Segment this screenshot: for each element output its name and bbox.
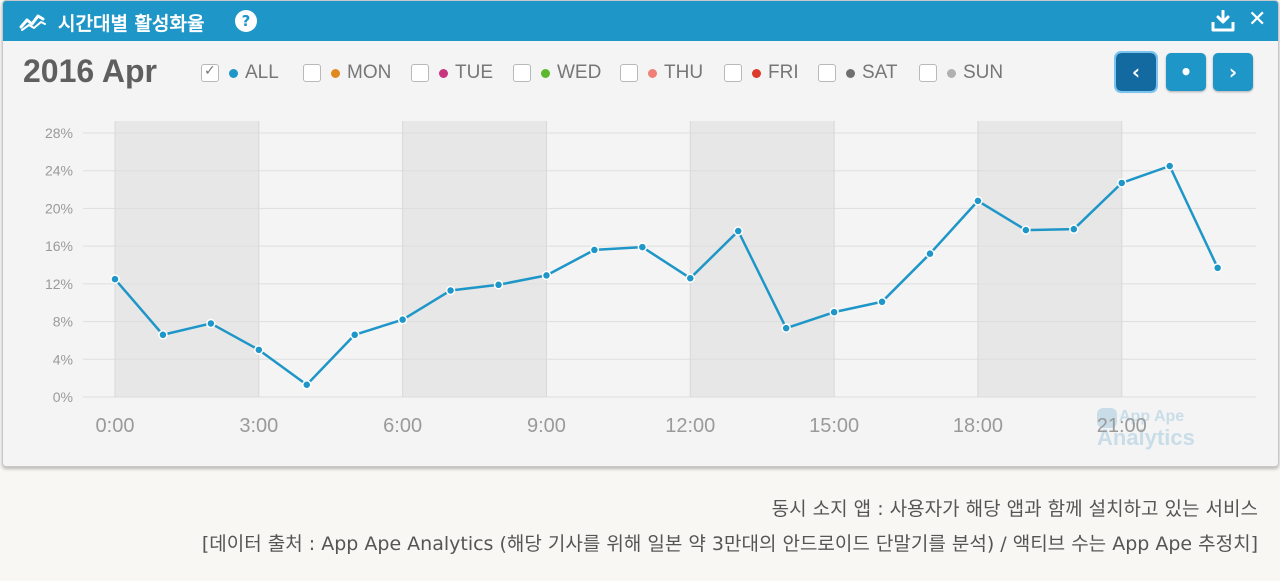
- checkbox[interactable]: ✓: [201, 63, 219, 82]
- data-point: [733, 226, 743, 236]
- y-tick-label: 20%: [45, 200, 73, 216]
- background-band: [690, 121, 835, 397]
- data-point: [254, 345, 264, 355]
- data-point: [206, 318, 216, 329]
- series-color-dot: [331, 68, 340, 78]
- legend-label: SAT: [862, 62, 898, 83]
- check-icon: ✓: [204, 63, 216, 79]
- data-point: [1069, 224, 1079, 234]
- legend-item-tue[interactable]: TUE: [411, 61, 493, 85]
- page-title: 시간대별 활성화율: [58, 13, 205, 35]
- checkbox[interactable]: [818, 64, 836, 82]
- caption-line2: [데이터 출처 : App Ape Analytics (해당 기사를 위해 일…: [201, 533, 1258, 555]
- y-tick-label: 4%: [53, 351, 73, 367]
- data-point: [541, 270, 552, 281]
- legend-label: ALL: [245, 62, 279, 83]
- data-point: [1212, 263, 1223, 273]
- data-point: [302, 379, 312, 390]
- chevron-right-icon: ›: [1228, 60, 1238, 84]
- chevron-left-icon: ‹: [1131, 60, 1141, 84]
- chart-panel: 시간대별 활성화율 ? ✕ 2016 Apr ✓ ALL MON TUE WED…: [2, 0, 1279, 467]
- y-tick-label: 28%: [45, 125, 73, 141]
- data-point: [925, 248, 935, 259]
- y-tick-label: 0%: [53, 389, 73, 405]
- legend-item-fri[interactable]: FRI: [724, 61, 799, 85]
- checkbox[interactable]: [919, 64, 937, 82]
- y-tick-label: 8%: [53, 314, 73, 330]
- data-point: [1117, 178, 1127, 188]
- x-tick-label: 0:00: [96, 415, 135, 437]
- y-tick-label: 12%: [45, 276, 73, 292]
- help-icon[interactable]: ?: [235, 10, 257, 32]
- y-tick-label: 16%: [45, 238, 73, 254]
- series-color-dot: [947, 68, 956, 78]
- close-icon[interactable]: ✕: [1248, 7, 1267, 32]
- series-color-dot: [439, 68, 448, 78]
- title-bar: 시간대별 활성화율 ? ✕: [3, 1, 1278, 41]
- app-ape-logo-icon: [1097, 408, 1117, 428]
- checkbox[interactable]: [724, 64, 742, 82]
- data-point: [829, 307, 839, 317]
- data-point: [397, 314, 408, 325]
- series-color-dot: [229, 68, 238, 78]
- current-month-button[interactable]: •: [1166, 53, 1206, 91]
- x-tick-label: 21:00: [1097, 415, 1147, 437]
- x-tick-label: 3:00: [239, 415, 278, 437]
- prev-month-button[interactable]: ‹: [1114, 51, 1158, 93]
- legend-label: FRI: [768, 62, 799, 83]
- legend-label: WED: [557, 62, 602, 83]
- series-line: [114, 164, 1219, 386]
- data-point: [110, 274, 120, 284]
- data-point: [493, 280, 504, 290]
- next-month-button[interactable]: ›: [1213, 53, 1253, 91]
- checkbox[interactable]: [620, 64, 638, 82]
- checkbox[interactable]: [303, 64, 321, 82]
- series-color-dot: [846, 68, 855, 78]
- background-band: [402, 121, 547, 397]
- x-tick-label: 12:00: [665, 415, 715, 437]
- x-tick-label: 15:00: [809, 415, 859, 437]
- data-point: [589, 245, 600, 255]
- data-point: [973, 196, 983, 206]
- legend-item-thu[interactable]: THU: [620, 61, 703, 85]
- legend-item-sat[interactable]: SAT: [818, 61, 898, 85]
- date-label: 2016 Apr: [23, 53, 157, 89]
- checkbox[interactable]: [411, 64, 429, 82]
- x-tick-label: 6:00: [383, 415, 422, 437]
- background-band: [977, 121, 1122, 397]
- y-tick-label: 24%: [45, 163, 73, 179]
- data-point: [158, 330, 168, 340]
- line-chart: 0% 4% 8% 12% 16% 20% 24% 28% 0:00 3:00 6:00 9:00 12:…: [45, 121, 1256, 437]
- legend-label: SUN: [963, 62, 1004, 83]
- series-color-dot: [541, 68, 550, 78]
- data-point: [1164, 161, 1175, 171]
- watermark-line2: Analytics: [1097, 425, 1195, 450]
- watermark-line1: App Ape: [1119, 408, 1185, 425]
- data-point: [877, 297, 887, 307]
- data-point: [349, 330, 360, 340]
- background-band: [115, 121, 259, 397]
- legend-label: THU: [664, 62, 704, 83]
- legend-label: MON: [347, 62, 392, 83]
- data-point: [1021, 225, 1031, 235]
- x-tick-label: 18:00: [953, 415, 1003, 437]
- legend-item-all[interactable]: ✓ ALL: [201, 61, 279, 85]
- legend-item-mon[interactable]: MON: [303, 61, 391, 85]
- download-icon[interactable]: [1210, 10, 1236, 32]
- data-point: [637, 242, 648, 252]
- series-color-dot: [752, 68, 761, 78]
- checkbox[interactable]: [513, 64, 531, 82]
- legend-item-sun[interactable]: SUN: [919, 61, 1003, 85]
- legend-item-wed[interactable]: WED: [513, 61, 601, 85]
- data-point: [445, 285, 456, 296]
- data-point: [685, 273, 696, 283]
- legend-label: TUE: [455, 62, 493, 83]
- dot-icon: •: [1179, 60, 1193, 84]
- caption-line1: 동시 소지 앱 : 사용자가 해당 앱과 함께 설치하고 있는 서비스: [771, 498, 1258, 520]
- trend-line-icon: [19, 14, 46, 31]
- x-tick-label: 9:00: [527, 415, 566, 437]
- series-color-dot: [648, 68, 657, 78]
- data-point: [781, 323, 791, 333]
